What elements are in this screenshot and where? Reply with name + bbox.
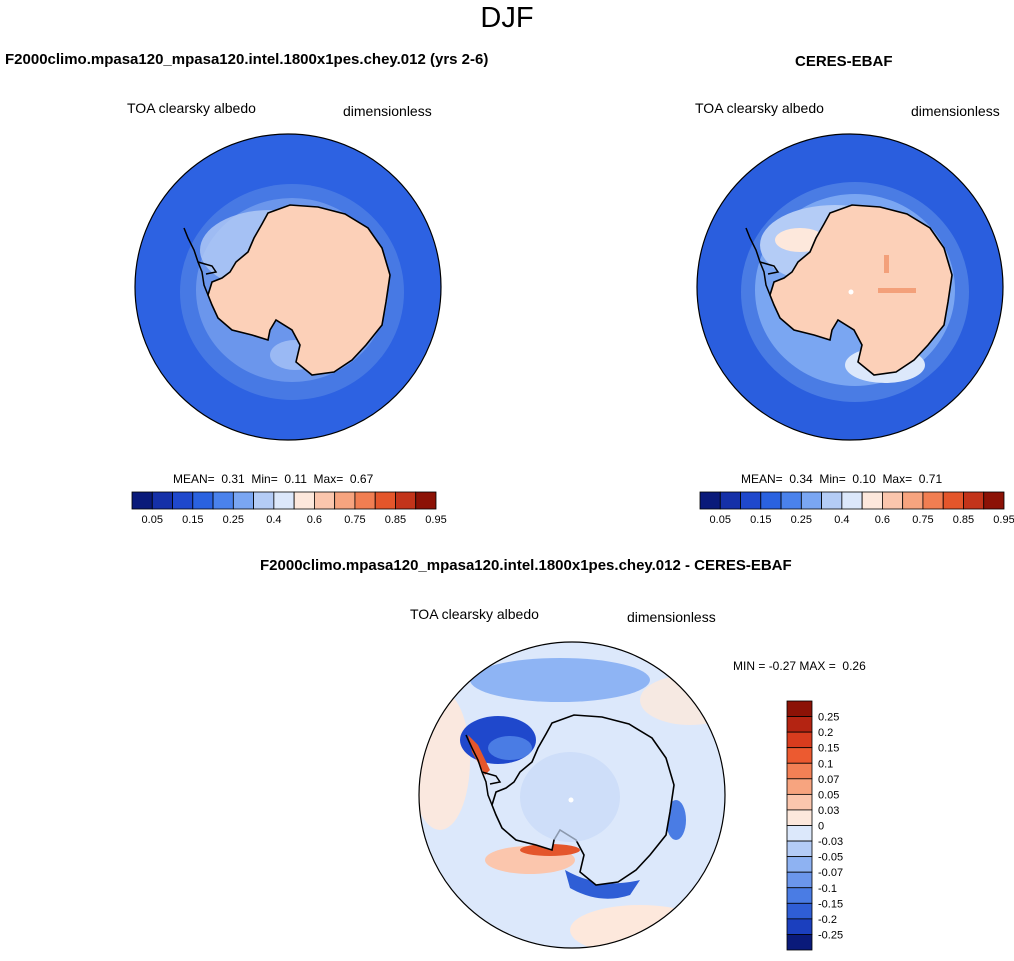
model-stats: MEAN= 0.31 Min= 0.11 Max= 0.67 [173, 472, 373, 486]
diff-colorbar-box [786, 856, 813, 873]
diff-colorbar-box [786, 918, 813, 935]
diff-colorbar-label: 0.25 [818, 712, 839, 724]
diff-colorbar-box [786, 809, 813, 826]
diff-colorbar-box [786, 731, 813, 749]
diff-colorbar-box [786, 825, 813, 842]
obs-min-value: 0.10 [852, 472, 876, 486]
model-max-value: 0.67 [349, 472, 374, 486]
obs-max-value: 0.71 [918, 472, 943, 486]
model-units-label: dimensionless [343, 103, 432, 119]
diff-max-value: 0.26 [842, 659, 866, 673]
diff-colorbar-box [786, 887, 813, 904]
obs-colorbar-label: 0.85 [953, 514, 974, 526]
model-colorbar-label: 0.85 [385, 514, 406, 526]
obs-colorbar-label: 0.95 [993, 514, 1014, 526]
model-colorbar-label: 0.15 [182, 514, 203, 526]
obs-colorbar-label: 0.15 [750, 514, 771, 526]
diff-min-label: MIN = [733, 659, 766, 673]
model-mean-value: 0.31 [221, 472, 245, 486]
model-variable-label: TOA clearsky albedo [127, 100, 256, 116]
model-colorbar-label: 0.4 [266, 514, 281, 526]
diff-max-label: MAX = [799, 659, 836, 673]
figure-title: DJF [480, 2, 534, 34]
obs-colorbar-label: 0.75 [912, 514, 933, 526]
model-colorbar-label: 0.6 [307, 514, 322, 526]
diff-colorbar-box [786, 934, 813, 951]
model-case-title: F2000climo.mpasa120_mpasa120.intel.1800x… [5, 51, 489, 68]
diff-colorbar-label: 0.05 [818, 789, 839, 801]
model-min-label: Min= [251, 472, 278, 486]
diff-colorbar-label: -0.15 [818, 898, 843, 910]
obs-units-label: dimensionless [911, 103, 1000, 119]
diff-colorbar-box [786, 747, 813, 764]
diff-colorbar-box [786, 700, 813, 717]
diff-colorbar-label: 0.15 [818, 743, 839, 755]
diff-colorbar-label: 0 [818, 821, 824, 833]
obs-case-title: CERES-EBAF [795, 53, 893, 70]
diff-case-title: F2000climo.mpasa120_mpasa120.intel.1800x… [260, 557, 792, 574]
diff-min-value: -0.27 [768, 659, 797, 673]
diff-stats: MIN = -0.27 MAX = 0.26 [733, 659, 866, 673]
model-colorbar-label: 0.75 [344, 514, 365, 526]
diff-colorbar-label: 0.03 [818, 805, 839, 817]
obs-antarctica-ice [769, 204, 953, 376]
model-colorbar-label: 0.25 [223, 514, 244, 526]
diff-colorbar-label: -0.2 [818, 914, 837, 926]
diff-colorbar-label: 0.07 [818, 774, 839, 786]
model-colorbar-label: 0.05 [142, 514, 163, 526]
diff-colorbar-label: 0.1 [818, 758, 833, 770]
diff-colorbar-box [786, 778, 813, 795]
obs-max-label: Max= [882, 472, 913, 486]
model-mean-label: MEAN= [173, 472, 215, 486]
obs-mean-value: 0.34 [789, 472, 813, 486]
model-colorbar-box [415, 491, 437, 510]
diff-colorbar-box [786, 793, 813, 811]
obs-colorbar-label: 0.6 [875, 514, 890, 526]
obs-colorbar-label: 0.05 [710, 514, 731, 526]
diff-colorbar-label: -0.07 [818, 867, 843, 879]
obs-colorbar-label: 0.25 [791, 514, 812, 526]
diff-colorbar-label: -0.1 [818, 883, 837, 895]
diff-colorbar-box [786, 902, 813, 920]
diff-colorbar-box [786, 716, 813, 733]
diff-colorbar-label: -0.25 [818, 929, 843, 941]
obs-variable-label: TOA clearsky albedo [695, 100, 824, 116]
diff-colorbar-label: -0.03 [818, 836, 843, 848]
diff-units-label: dimensionless [627, 609, 716, 625]
obs-colorbar-box [983, 491, 1005, 510]
model-min-value: 0.11 [284, 472, 307, 486]
diff-colorbar-label: -0.05 [818, 852, 843, 864]
diff-colorbar-box [786, 871, 813, 889]
obs-mean-label: MEAN= [741, 472, 783, 486]
diff-colorbar-label: 0.2 [818, 727, 833, 739]
diff-colorbar-box [786, 762, 813, 780]
obs-min-label: Min= [819, 472, 846, 486]
model-colorbar-label: 0.95 [425, 514, 446, 526]
obs-colorbar-label: 0.4 [834, 514, 849, 526]
diff-colorbar-box [786, 840, 813, 858]
model-max-label: Max= [313, 472, 344, 486]
obs-stats: MEAN= 0.34 Min= 0.10 Max= 0.71 [741, 472, 942, 486]
diff-variable-label: TOA clearsky albedo [410, 606, 539, 622]
model-antarctica-ice [207, 204, 391, 376]
